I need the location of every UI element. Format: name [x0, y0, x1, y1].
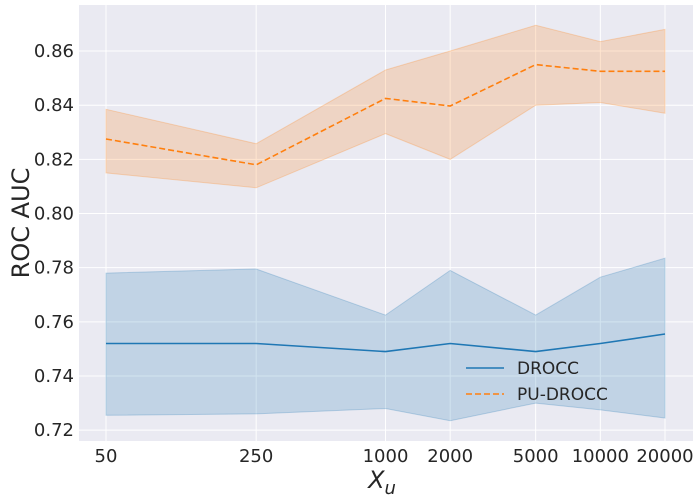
x-tick-label: 250: [239, 446, 273, 467]
y-tick-labels: 0.72 0.74 0.76 0.78 0.80 0.82 0.84 0.86: [34, 41, 74, 441]
y-tick-label: 0.74: [34, 366, 74, 387]
y-tick-label: 0.80: [34, 204, 74, 225]
y-tick-label: 0.82: [34, 149, 74, 170]
legend-label: DROCC: [517, 359, 579, 379]
confidence-band-drocc: [105, 257, 666, 422]
x-tick-labels: 50 250 1000 2000 5000 10000 20000: [95, 446, 694, 467]
legend-label: PU-DROCC: [517, 385, 608, 405]
legend: DROCC PU-DROCC: [466, 359, 608, 405]
confidence-bands: [105, 24, 666, 422]
confidence-band-pu-drocc: [105, 24, 666, 189]
series-line-pu-drocc: [105, 63, 665, 166]
y-tick-label: 0.76: [34, 312, 74, 333]
x-axis-label-main: X: [366, 466, 385, 494]
x-tick-label: 2000: [427, 446, 473, 467]
y-tick-label: 0.84: [34, 95, 74, 116]
y-tick-label: 0.78: [34, 258, 74, 279]
y-tick-label: 0.86: [34, 41, 74, 62]
y-tick-label: 0.72: [34, 420, 74, 441]
x-tick-label: 1000: [363, 446, 409, 467]
x-tick-label: 50: [95, 446, 118, 467]
x-tick-label: 5000: [513, 446, 559, 467]
series-line-drocc: [106, 333, 666, 353]
x-tick-label: 10000: [572, 446, 629, 467]
x-axis-label: Xu: [366, 466, 396, 499]
x-tick-label: 20000: [636, 446, 693, 467]
series-lines: [105, 63, 666, 353]
y-axis-label: ROC AUC: [7, 168, 35, 279]
x-axis-label-subscript: u: [385, 478, 396, 499]
grid: [79, 5, 693, 441]
